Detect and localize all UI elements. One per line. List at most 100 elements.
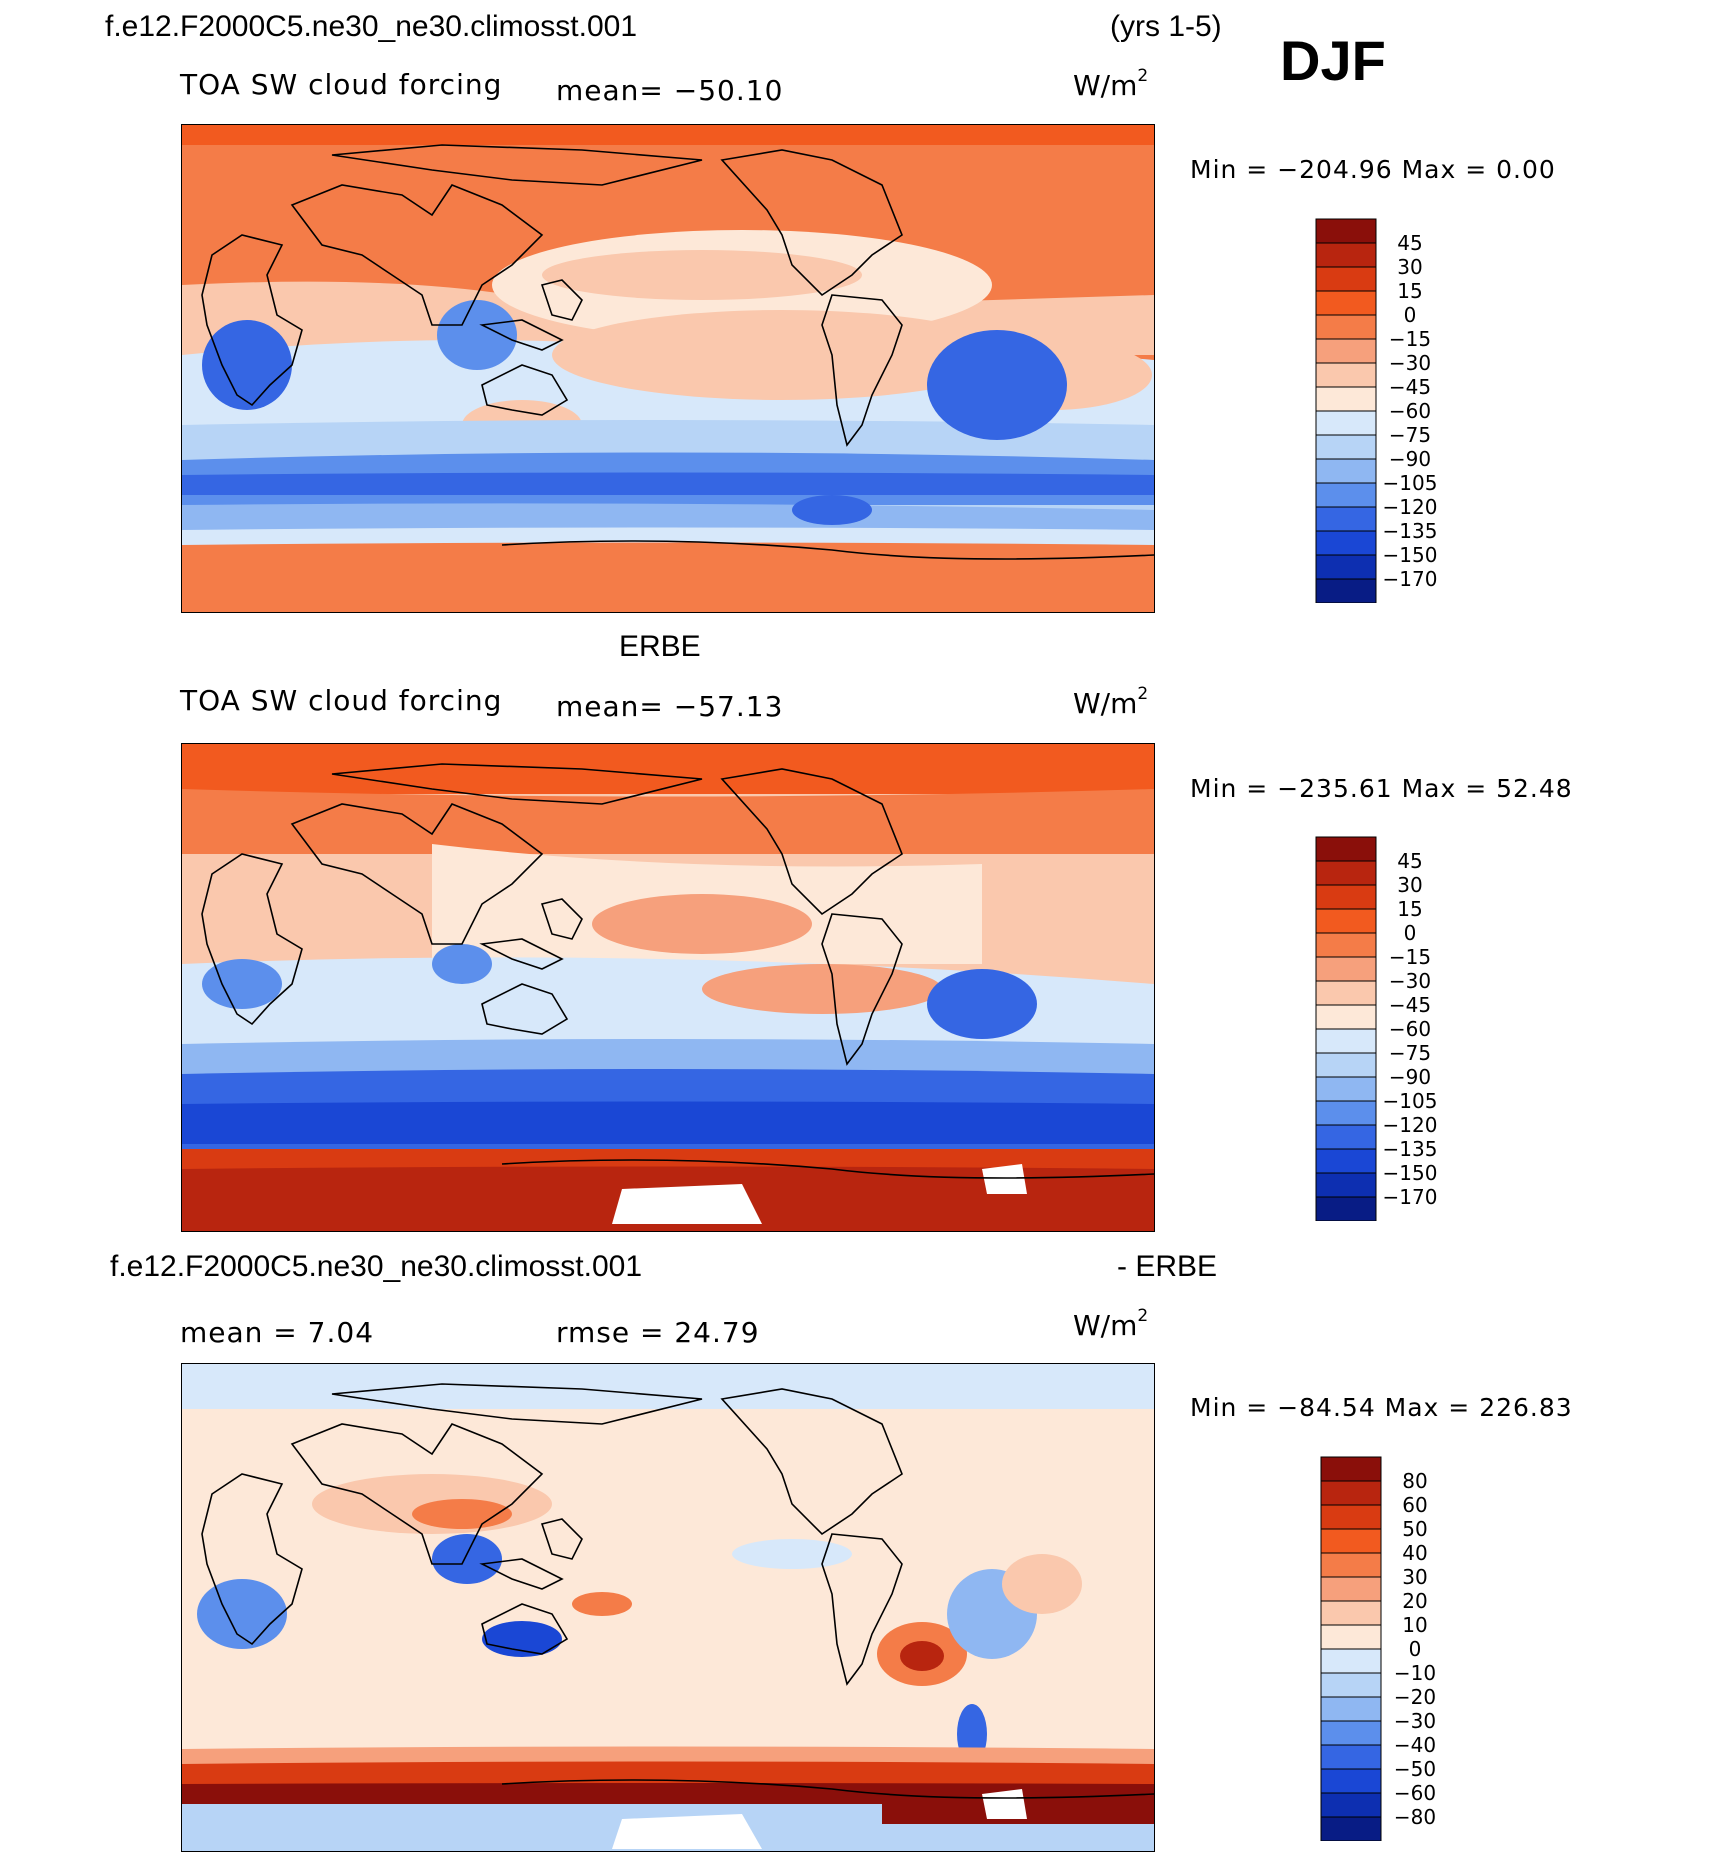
colorbar-box (1320, 1696, 1382, 1722)
colorbar-box (1315, 218, 1377, 244)
colorbar-label: −120 (1383, 495, 1438, 519)
colorbar-box (1315, 434, 1377, 460)
colorbar-label: 40 (1402, 1541, 1427, 1565)
panel2-title: ERBE (619, 630, 701, 663)
panel2-map (181, 743, 1155, 1232)
panel1-min-max: Min = −204.96 Max = 0.00 (1190, 155, 1556, 184)
colorbar-box (1315, 1052, 1377, 1078)
colorbar-box (1315, 836, 1377, 862)
panel2-colorbar: 45 30 15 0 −15 −30 −45 −60 −75 −90 −105 −120 −135 −15… (1315, 836, 1485, 1221)
colorbar-label: 0 (1409, 1637, 1422, 1661)
panel3-title-right: - ERBE (1117, 1250, 1218, 1283)
colorbar-box (1315, 578, 1377, 603)
colorbar-box (1315, 506, 1377, 532)
colorbar-label: 30 (1397, 255, 1422, 279)
colorbar-label: 20 (1402, 1589, 1427, 1613)
panel3-rmse: rmse = 24.79 (556, 1316, 760, 1349)
colorbar-label: −40 (1394, 1733, 1436, 1757)
panel3-units: W/m2 (1073, 1306, 1149, 1342)
colorbar-label: −45 (1389, 375, 1431, 399)
colorbar-box (1315, 554, 1377, 580)
colorbar-label: −30 (1389, 351, 1431, 375)
colorbar-box (1320, 1576, 1382, 1602)
colorbar-label: −80 (1394, 1805, 1436, 1829)
colorbar-box (1315, 290, 1377, 316)
colorbar-box (1315, 908, 1377, 934)
panel1-units: W/m2 (1073, 66, 1149, 102)
colorbar-box (1320, 1648, 1382, 1674)
colorbar-box (1320, 1480, 1382, 1506)
colorbar-box (1320, 1600, 1382, 1626)
colorbar-box (1315, 1028, 1377, 1054)
colorbar-box (1320, 1552, 1382, 1578)
panel2-min-max: Min = −235.61 Max = 52.48 (1190, 774, 1573, 803)
colorbar-label: −135 (1383, 1137, 1438, 1161)
colorbar-label: −170 (1383, 567, 1438, 591)
colorbar-box (1320, 1744, 1382, 1770)
colorbar-label: 15 (1397, 279, 1422, 303)
colorbar-box (1320, 1504, 1382, 1530)
colorbar-box (1315, 1148, 1377, 1174)
colorbar-label: −150 (1383, 1161, 1438, 1185)
colorbar-box (1315, 1100, 1377, 1126)
colorbar-box (1320, 1816, 1382, 1841)
panel1-map (181, 124, 1155, 613)
colorbar-box (1315, 386, 1377, 412)
colorbar-label: −105 (1383, 471, 1438, 495)
colorbar-label: −20 (1394, 1685, 1436, 1709)
colorbar-box (1315, 980, 1377, 1006)
colorbar-box (1315, 530, 1377, 556)
colorbar-box (1320, 1528, 1382, 1554)
panel2-variable: TOA SW cloud forcing (180, 684, 503, 717)
panel3-map (181, 1363, 1155, 1852)
colorbar-box (1315, 482, 1377, 508)
colorbar-label: −30 (1394, 1709, 1436, 1733)
panel3-min-max: Min = −84.54 Max = 226.83 (1190, 1393, 1573, 1422)
colorbar-label: −120 (1383, 1113, 1438, 1137)
colorbar-box (1315, 242, 1377, 268)
colorbar-label: −10 (1394, 1661, 1436, 1685)
colorbar-box (1315, 1076, 1377, 1102)
colorbar-box (1315, 860, 1377, 886)
colorbar-label: 30 (1402, 1565, 1427, 1589)
panel2-mean: mean= −57.13 (556, 690, 784, 723)
colorbar-label: −75 (1389, 1041, 1431, 1065)
colorbar-box (1315, 266, 1377, 292)
colorbar-box (1315, 932, 1377, 958)
colorbar-box (1315, 956, 1377, 982)
colorbar-box (1315, 410, 1377, 436)
colorbar-label: −60 (1394, 1781, 1436, 1805)
colorbar-label: −50 (1394, 1757, 1436, 1781)
colorbar-box (1320, 1720, 1382, 1746)
colorbar-label: 80 (1402, 1469, 1427, 1493)
colorbar-label: 60 (1402, 1493, 1427, 1517)
panel1-colorbar: 45 30 15 0 −15 −30 −45 −60 −75 −90 −105 −120 −135 −15… (1315, 218, 1485, 603)
case-title: f.e12.F2000C5.ne30_ne30.climosst.001 (105, 10, 638, 43)
colorbar-label: −135 (1383, 519, 1438, 543)
colorbar-label: 0 (1404, 303, 1417, 327)
colorbar-box (1315, 884, 1377, 910)
colorbar-box (1320, 1672, 1382, 1698)
colorbar-label: −45 (1389, 993, 1431, 1017)
colorbar-label: −15 (1389, 327, 1431, 351)
colorbar-box (1315, 1004, 1377, 1030)
colorbar-label: 0 (1404, 921, 1417, 945)
colorbar-label: −90 (1389, 1065, 1431, 1089)
colorbar-box (1315, 338, 1377, 364)
colorbar-label: −90 (1389, 447, 1431, 471)
colorbar-box (1315, 1196, 1377, 1221)
colorbar-label: −75 (1389, 423, 1431, 447)
panel3-mean: mean = 7.04 (180, 1316, 375, 1349)
colorbar-label: 45 (1397, 231, 1422, 255)
colorbar-label: −30 (1389, 969, 1431, 993)
colorbar-box (1320, 1792, 1382, 1818)
colorbar-label: −170 (1383, 1185, 1438, 1209)
panel3-colorbar: 80 60 50 40 30 20 10 0 −10 −20 −30 −40 −50 −60 −80 (1320, 1456, 1490, 1841)
colorbar-box (1320, 1768, 1382, 1794)
colorbar-box (1315, 362, 1377, 388)
colorbar-box (1315, 1172, 1377, 1198)
colorbar-label: 30 (1397, 873, 1422, 897)
colorbar-label: 15 (1397, 897, 1422, 921)
panel1-variable: TOA SW cloud forcing (180, 68, 503, 101)
colorbar-label: −105 (1383, 1089, 1438, 1113)
